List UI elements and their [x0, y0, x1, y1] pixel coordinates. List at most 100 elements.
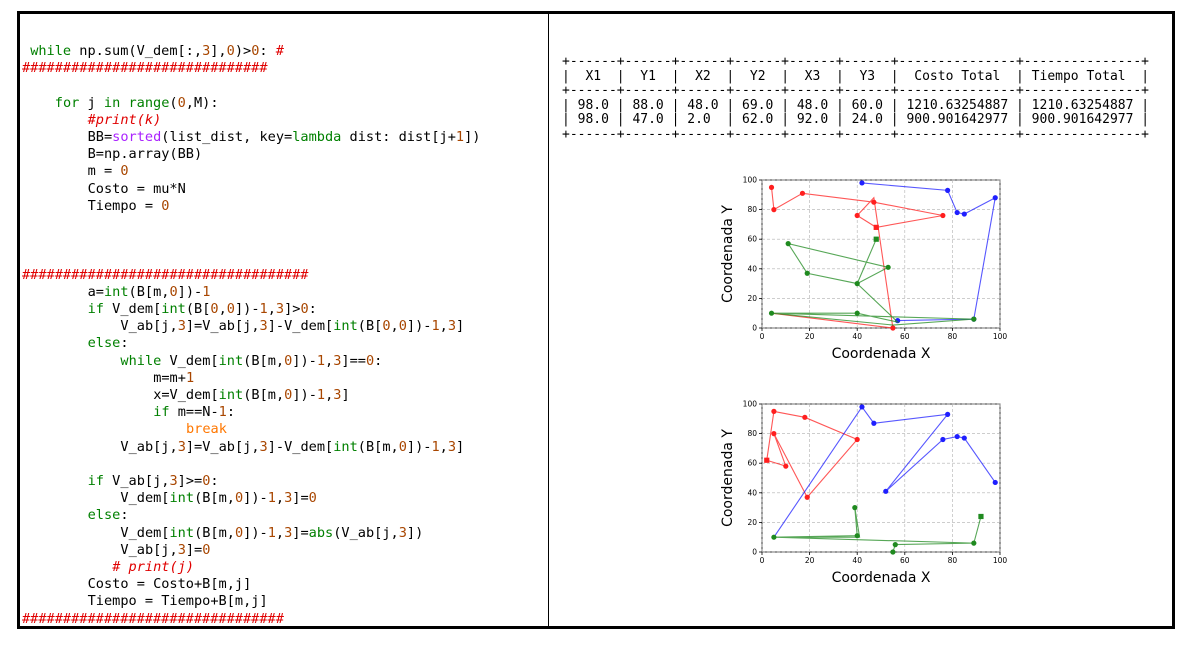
code-line[interactable]: V_ab[j,3]=V_ab[j,3]-V_dem[int(B[0,0])-1,… — [120, 318, 464, 335]
code-token: ])- — [234, 301, 260, 317]
x-tick-label: 60 — [900, 332, 910, 341]
table-cell: X2 — [695, 68, 711, 84]
table-border: | — [781, 68, 790, 84]
table-border-line: +------+------+------+------+------+----… — [562, 126, 1149, 142]
code-line[interactable]: #print(k) — [88, 112, 162, 129]
code-token: ], — [210, 43, 227, 59]
code-token: sorted — [112, 129, 162, 145]
code-token: 0 — [202, 473, 211, 489]
code-token: else — [87, 507, 121, 524]
code-token: int — [333, 318, 358, 335]
code-line[interactable]: else: — [88, 335, 129, 352]
code-line[interactable]: m=m+1 — [153, 370, 194, 387]
code-token: 0 — [284, 387, 293, 403]
code-line[interactable]: V_ab[j,3]=V_ab[j,3]-V_dem[int(B[m,0])-1,… — [120, 439, 464, 456]
code-token: ]>= — [177, 473, 203, 489]
code-line[interactable]: B=np.array(BB) — [88, 146, 203, 163]
code-line[interactable]: Tiempo = Tiempo+B[m,j] — [88, 593, 268, 610]
code-token: j — [79, 94, 104, 111]
x-axis-label: Coordenada X — [832, 570, 931, 586]
table-header-row: | X1 | Y1 | X2 | Y2 | X3 | Y3 | Costo To… — [562, 68, 1149, 85]
code-token: ]=V_ab[j, — [185, 438, 260, 455]
code-token: ]= — [185, 541, 203, 558]
table-border: | — [726, 68, 735, 84]
table-border: | — [616, 68, 625, 84]
depot-marker-red — [764, 457, 770, 463]
route-point-green — [892, 542, 898, 548]
code-token: (B[m, — [194, 490, 235, 507]
code-token: 0 — [308, 490, 317, 507]
code-line[interactable]: if V_ab[j,3]>=0: — [88, 473, 219, 490]
y-tick-label: 80 — [747, 205, 757, 214]
code-editor[interactable]: while np.sum(V_dem[:,3],0)>0: # #########… — [22, 43, 542, 623]
code-line[interactable]: BB=sorted(list_dist, key=lambda dist: di… — [88, 129, 481, 146]
x-axis-label: Coordenada X — [832, 346, 931, 362]
code-line[interactable]: else: — [88, 507, 129, 524]
table-border: | — [671, 97, 680, 113]
code-line[interactable]: Costo = mu*N — [88, 181, 186, 198]
route-point-red — [940, 212, 946, 219]
code-token: ############################## — [22, 60, 268, 77]
code-line[interactable]: Costo = Costo+B[m,j] — [88, 576, 252, 593]
x-tick-label: 0 — [760, 332, 765, 341]
route-line-blue — [861, 182, 996, 323]
code-line[interactable]: ################################### — [22, 267, 308, 284]
y-tick-label: 80 — [747, 429, 757, 438]
code-line[interactable]: a=int(B[m,0])-1 — [88, 284, 211, 301]
code-token: 1 — [455, 129, 465, 145]
code-line[interactable]: Tiempo = 0 — [88, 198, 170, 215]
code-token: 3 — [447, 438, 457, 455]
code-token: ] — [456, 318, 465, 335]
code-token: x=V_dem[ — [153, 387, 219, 403]
code-line[interactable]: m = 0 — [88, 163, 129, 180]
route-point-green — [785, 241, 791, 247]
table-cell: 900.901642977 — [906, 112, 1009, 127]
code-line[interactable]: # print(j) — [112, 559, 194, 576]
code-line[interactable]: ############################## — [22, 60, 268, 77]
code-token: 0 — [226, 301, 235, 317]
code-token: int — [218, 352, 244, 369]
code-line[interactable]: if V_dem[int(B[0,0])-1,3]>0: — [88, 301, 317, 318]
route-point-blue — [954, 209, 960, 216]
table-cell: 62.0 — [742, 112, 774, 127]
route-point-green — [854, 310, 860, 316]
route-point-red — [768, 184, 775, 190]
code-line[interactable]: ################################ — [22, 611, 284, 623]
code-token: if — [87, 301, 104, 317]
code-token: 1 — [267, 490, 276, 507]
code-token: 3 — [284, 524, 293, 541]
table-cell: 98.0 — [577, 97, 609, 113]
route-point-red — [890, 325, 896, 331]
x-tick-label: 100 — [993, 556, 1008, 565]
code-line[interactable]: x=V_dem[int(B[m,0])-1,3] — [153, 387, 349, 404]
code-token: 3 — [284, 490, 293, 507]
code-token: m = — [87, 163, 121, 180]
code-token: V_ab[j, — [103, 473, 170, 489]
route-point-green — [890, 549, 896, 555]
code-token: ]) — [406, 524, 424, 541]
code-token: 3 — [333, 387, 342, 403]
code-line[interactable]: V_dem[int(B[m,0])-1,3]=abs(V_ab[j,3]) — [120, 525, 423, 542]
code-line[interactable]: while V_dem[int(B[m,0])-1,3]==0: — [120, 353, 382, 370]
code-line[interactable]: V_ab[j,3]=0 — [120, 542, 210, 559]
code-token: ################################ — [22, 610, 284, 623]
code-token: ################################### — [22, 266, 309, 283]
code-token: : — [120, 335, 129, 352]
plot-area — [761, 179, 1001, 329]
code-line[interactable]: break — [186, 421, 227, 438]
route-chart-2: 00 20 20 40 40 60 60 80 80 100 100 Coordenada X Coor… — [720, 400, 1008, 587]
code-token: , — [325, 352, 334, 369]
code-token: in — [103, 94, 121, 111]
route-point-red — [771, 408, 777, 414]
code-line[interactable]: for j in range(0,M): — [55, 95, 219, 112]
code-token: , — [275, 490, 285, 507]
y-tick-label: 100 — [743, 400, 758, 409]
code-token: Tiempo = Tiempo+B[m,j] — [87, 593, 268, 610]
code-line[interactable]: if m==N-1: — [153, 404, 235, 421]
code-token: 1 — [316, 387, 326, 403]
code-line[interactable]: V_dem[int(B[m,0])-1,3]=0 — [120, 490, 316, 507]
table-border: | — [1141, 97, 1150, 113]
code-line[interactable]: while np.sum(V_dem[:,3],0)>0: # — [30, 43, 284, 60]
route-point-red — [854, 212, 860, 219]
code-token: , — [275, 524, 285, 541]
